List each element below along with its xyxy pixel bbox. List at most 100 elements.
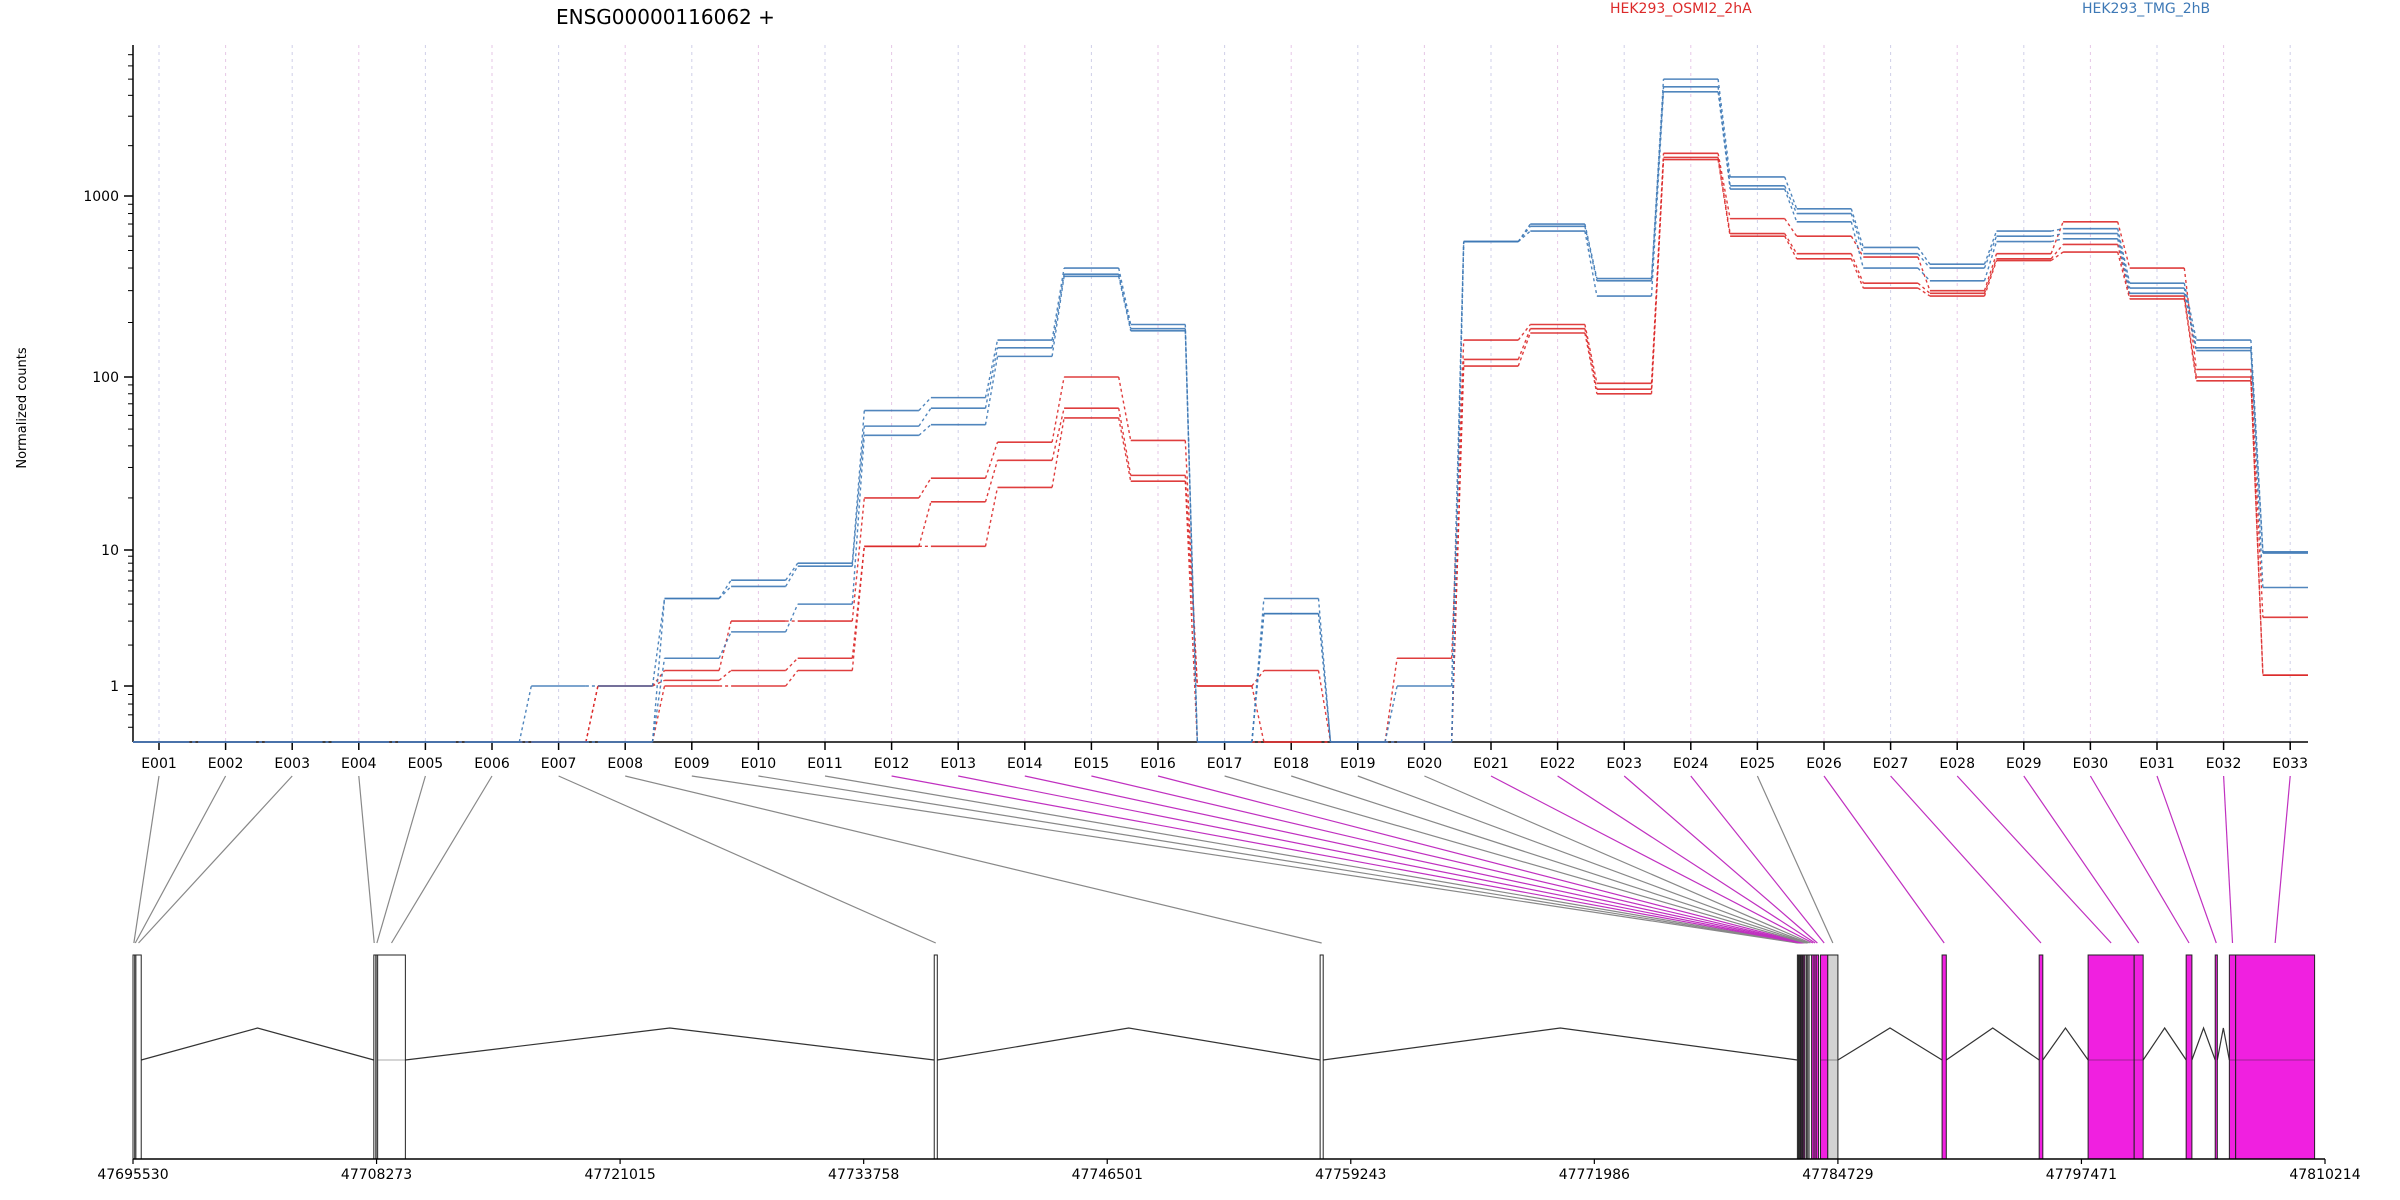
exon-connector — [1623, 775, 1818, 944]
intron — [1323, 1027, 1798, 1061]
series-connector — [1118, 417, 1132, 482]
x-tick-label: E032 — [2206, 756, 2242, 772]
series-connector — [984, 460, 999, 502]
series-connector — [918, 397, 932, 412]
series-connector — [1118, 267, 1132, 325]
exon-box — [377, 954, 406, 1160]
series-connector — [1917, 253, 1931, 269]
series-lines — [133, 78, 2308, 743]
series-connector — [984, 347, 999, 409]
x-tick-label: E030 — [2073, 756, 2109, 772]
series-connector — [1784, 233, 1798, 255]
series-connector — [2250, 380, 2264, 676]
exon-connector — [691, 775, 1798, 944]
series-connector — [1983, 230, 1998, 265]
series-connector — [1384, 685, 1398, 743]
series-connector — [651, 658, 666, 743]
x-tick-label: E025 — [1740, 756, 1776, 772]
x-tick-label: E017 — [1207, 756, 1243, 772]
intron — [405, 1027, 935, 1061]
series-connector — [918, 407, 932, 427]
exon-connector — [2156, 775, 2217, 944]
series-connector — [851, 497, 865, 622]
series-connector — [984, 339, 999, 398]
series-connector — [1850, 213, 1864, 254]
exon-connector — [134, 775, 227, 944]
exon-box — [135, 954, 142, 1160]
coordinate-tick-label: 47746501 — [1072, 1167, 1143, 1183]
series-connector — [1917, 267, 1931, 282]
series-connector — [851, 410, 865, 564]
exon-connector — [1024, 775, 1803, 944]
series-connector — [851, 435, 865, 605]
series-connector — [2050, 232, 2064, 237]
exon-connector — [1890, 775, 2042, 944]
y-tick-label: 10 — [101, 543, 119, 559]
x-tick-label: E002 — [208, 756, 244, 772]
series-connector — [785, 657, 799, 671]
exon-box — [1319, 954, 1324, 1160]
series-connector — [1784, 176, 1798, 210]
series-connector — [1251, 598, 1265, 743]
series-connector — [1917, 287, 1931, 297]
series-connector — [2050, 221, 2064, 254]
series-connector — [2050, 251, 2064, 262]
exon-connector — [1690, 775, 1825, 944]
exon-connector — [2223, 775, 2234, 944]
series-connector — [2183, 293, 2197, 351]
x-tick-label: E005 — [408, 756, 444, 772]
x-tick-label: E015 — [1074, 756, 1110, 772]
intron — [937, 1027, 1321, 1061]
series-connector — [718, 631, 732, 659]
series-connector — [1317, 598, 1332, 743]
series-connector — [2250, 376, 2264, 676]
series-connector — [1584, 328, 1598, 390]
series-connector — [1850, 258, 1864, 289]
x-tick-label: E020 — [1407, 756, 1443, 772]
exon-box — [1827, 954, 1839, 1160]
exon-box — [933, 954, 938, 1160]
series-connector — [1051, 408, 1065, 461]
exon-box — [1815, 954, 1820, 1160]
series-connector — [2183, 287, 2197, 348]
exon-connector — [138, 775, 293, 944]
series-line — [133, 85, 2308, 743]
coordinate-tick-label: 47733758 — [828, 1167, 899, 1183]
x-tick-label: E024 — [1673, 756, 1709, 772]
coordinate-tick-label: 47784729 — [1802, 1167, 1873, 1183]
x-tick-label: E001 — [141, 756, 177, 772]
series-connector — [2050, 227, 2064, 232]
series-connector — [1650, 86, 1665, 281]
series-connector — [1650, 91, 1665, 297]
x-tick-label: E014 — [1007, 756, 1043, 772]
exon-box — [2228, 954, 2237, 1160]
exon-connector — [1557, 775, 1816, 944]
series-connector — [2117, 221, 2131, 269]
exon-connector — [1091, 775, 1804, 944]
x-tick-label: E022 — [1540, 756, 1576, 772]
series-connector — [2183, 295, 2197, 378]
series-connector — [1251, 685, 1265, 743]
exon-connector — [358, 775, 375, 944]
intron — [2042, 1026, 2089, 1061]
exon-connector — [625, 775, 1322, 944]
series-connector — [785, 670, 799, 687]
x-tick-label: E031 — [2139, 756, 2175, 772]
x-tick-label: E023 — [1606, 756, 1642, 772]
exon-connector — [758, 775, 1799, 944]
series-connector — [1251, 670, 1265, 687]
series-connector — [1584, 332, 1598, 394]
series-connector — [718, 669, 732, 681]
exon-connector — [1224, 775, 1806, 944]
exon-connector — [1823, 775, 1945, 944]
x-tick-label: E004 — [341, 756, 377, 772]
series-line — [133, 90, 2308, 743]
x-tick-label: E013 — [940, 756, 976, 772]
series-connector — [2117, 228, 2131, 284]
series-connector — [2117, 251, 2131, 300]
exon-box — [2133, 954, 2144, 1160]
series-connector — [651, 598, 666, 687]
y-tick-label: 1000 — [83, 189, 119, 205]
y-tick-label: 100 — [92, 370, 119, 386]
x-tick-label: E016 — [1140, 756, 1176, 772]
